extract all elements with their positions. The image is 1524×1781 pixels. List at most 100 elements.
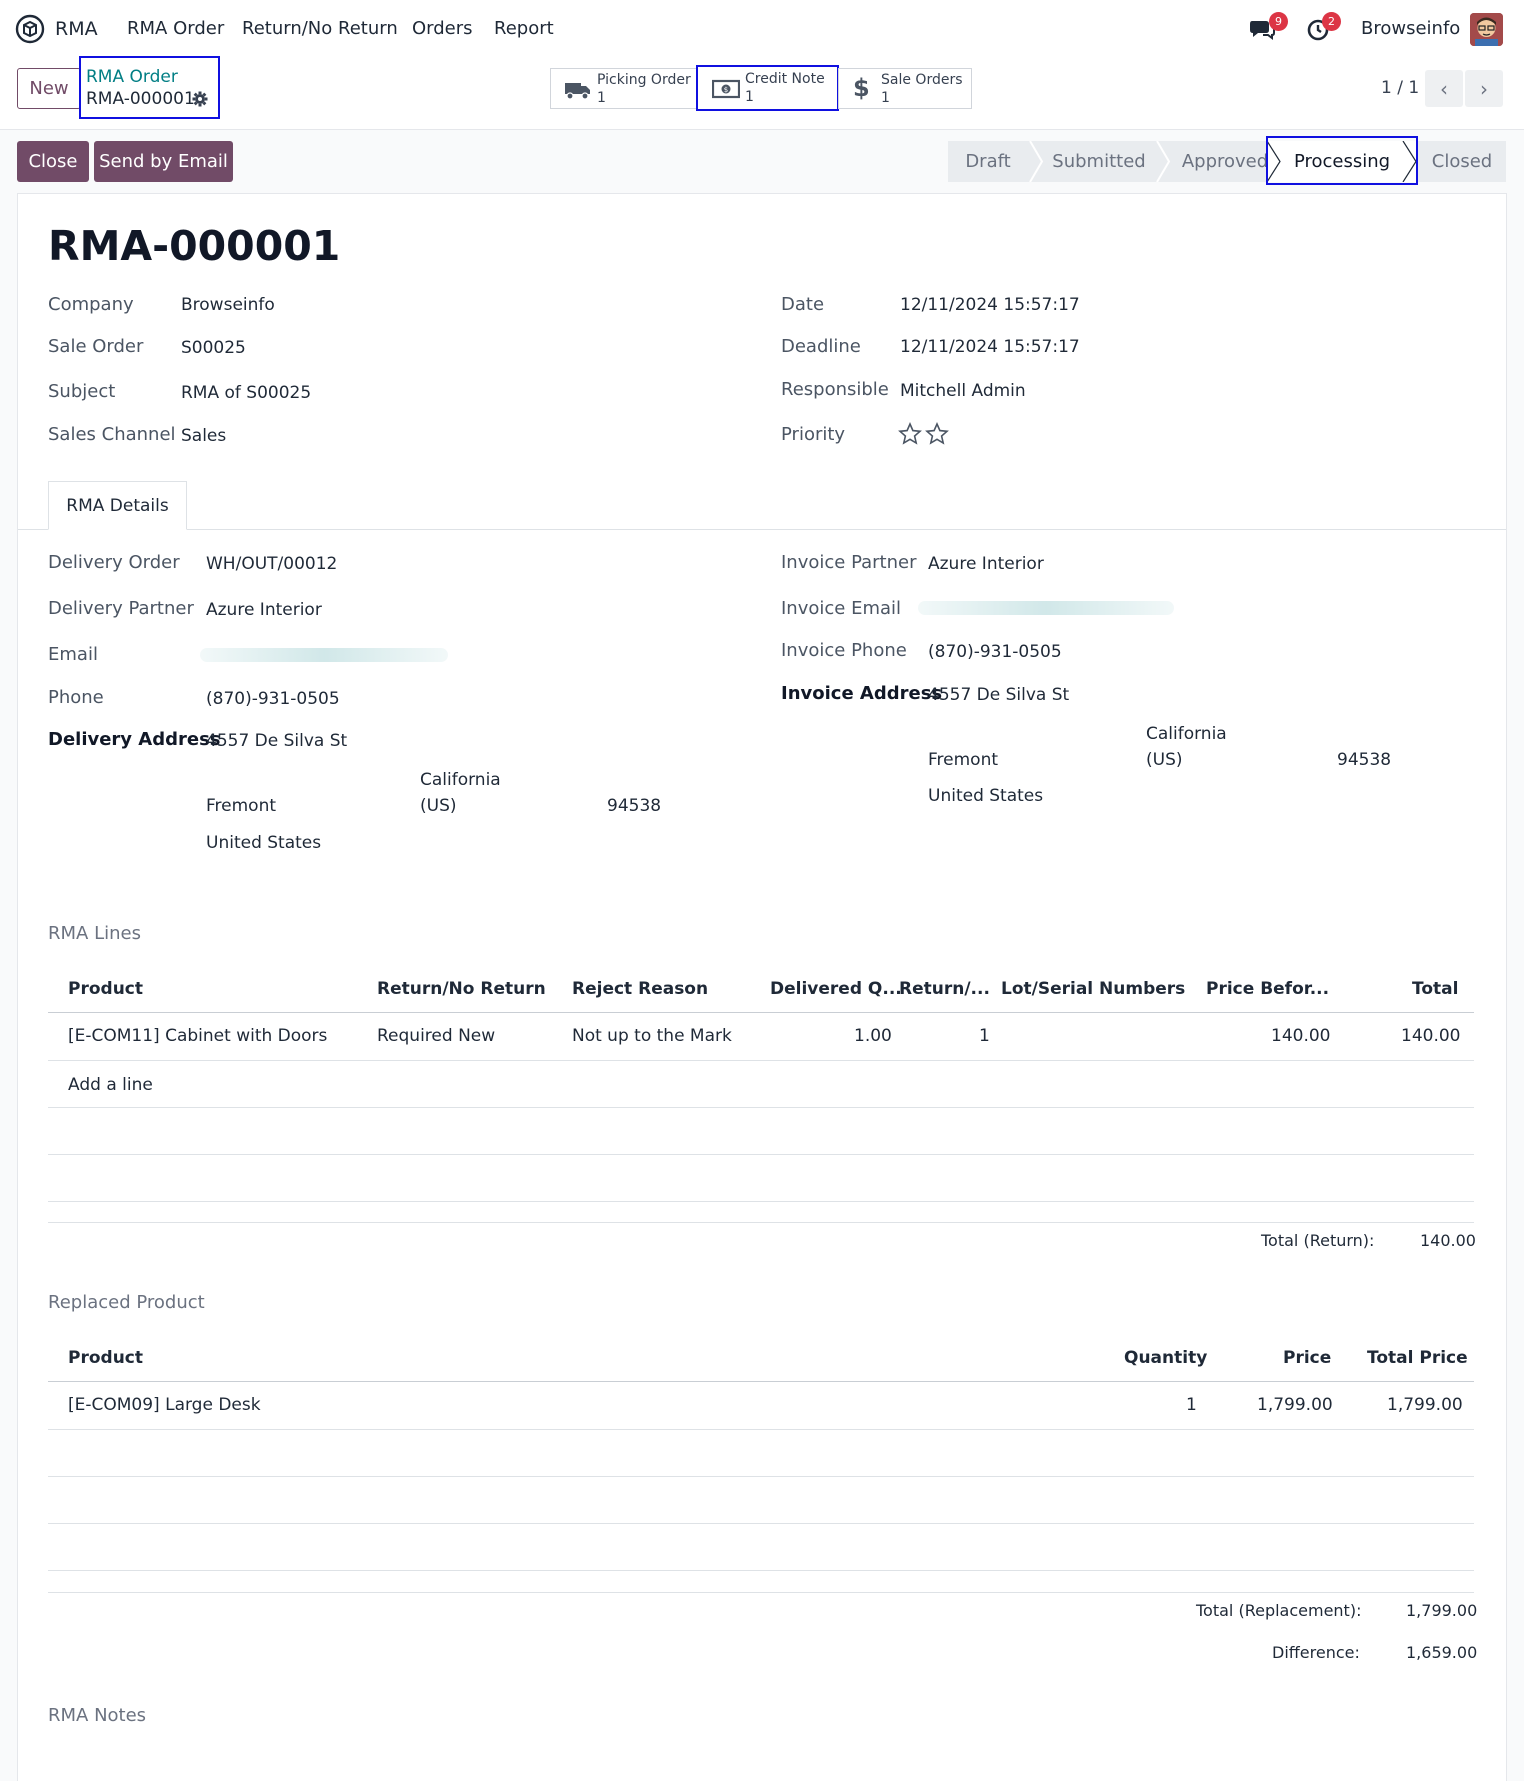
invoice-street[interactable]: 4557 De Silva St xyxy=(928,685,1070,705)
breadcrumb-highlight xyxy=(79,56,220,119)
invoice-state-link[interactable]: California xyxy=(1146,724,1227,744)
difference-label: Difference: xyxy=(1272,1643,1360,1662)
menu-orders[interactable]: Orders xyxy=(412,18,473,39)
total-return-label: Total (Return): xyxy=(1261,1231,1375,1250)
subject-value[interactable]: RMA of S00025 xyxy=(181,383,312,403)
date-value[interactable]: 12/11/2024 15:57:17 xyxy=(900,295,1080,315)
sales-channel-link[interactable]: Sales xyxy=(181,426,227,446)
delivery-street[interactable]: 4557 De Silva St xyxy=(206,731,348,751)
invoice-country-link[interactable]: United States xyxy=(928,786,1044,806)
col-return-qty[interactable]: Return/... xyxy=(899,979,990,999)
responsible-link[interactable]: Mitchell Admin xyxy=(900,381,1026,401)
menu-return-no-return[interactable]: Return/No Return xyxy=(242,18,398,39)
invoice-email-value-redacted[interactable] xyxy=(918,601,1174,615)
delivery-partner-link[interactable]: Azure Interior xyxy=(206,600,322,620)
table-row[interactable]: [E-COM11] Cabinet with Doors Required Ne… xyxy=(48,1013,1474,1060)
col-total[interactable]: Total xyxy=(1412,979,1459,999)
delivery-address-label: Delivery Address xyxy=(48,729,221,750)
line-delivered[interactable]: 1.00 xyxy=(854,1026,892,1046)
delivery-state-code[interactable]: (US) xyxy=(420,796,457,816)
priority-star-icon[interactable] xyxy=(925,422,949,446)
col-product[interactable]: Product xyxy=(68,979,143,999)
record-title: RMA-000001 xyxy=(48,222,341,270)
delivery-city[interactable]: Fremont xyxy=(206,796,277,816)
sale-orders-label: Sale Orders xyxy=(881,72,963,88)
col-quantity[interactable]: Quantity xyxy=(1124,1348,1208,1368)
replaced-qty[interactable]: 1 xyxy=(1186,1395,1197,1415)
row-divider xyxy=(48,1222,1474,1223)
tab-rma-details[interactable]: RMA Details xyxy=(48,481,187,530)
app-name[interactable]: RMA xyxy=(55,18,98,40)
replaced-product-title: Replaced Product xyxy=(48,1292,205,1313)
col-price[interactable]: Price xyxy=(1283,1348,1332,1368)
replaced-total[interactable]: 1,799.00 xyxy=(1387,1395,1463,1415)
pager-previous-button[interactable]: ‹ xyxy=(1425,70,1463,107)
phone-value[interactable]: (870)-931-0505 xyxy=(206,689,340,709)
gear-icon[interactable] xyxy=(192,91,208,107)
credit-note-count: 1 xyxy=(745,89,754,105)
new-button[interactable]: New xyxy=(17,68,81,109)
invoice-phone-value[interactable]: (870)-931-0505 xyxy=(928,642,1062,662)
invoice-state-code[interactable]: (US) xyxy=(1146,750,1183,770)
activities-button[interactable]: 2 xyxy=(1306,12,1341,42)
line-product[interactable]: [E-COM11] Cabinet with Doors xyxy=(68,1026,328,1046)
stage-closed[interactable]: Closed xyxy=(1431,151,1493,172)
menu-rma-order[interactable]: RMA Order xyxy=(127,18,225,39)
add-line-link[interactable]: Add a line xyxy=(68,1075,153,1095)
rma-logo-icon[interactable] xyxy=(14,13,46,45)
line-return[interactable]: Required New xyxy=(377,1026,496,1046)
company-switcher[interactable]: Browseinfo xyxy=(1361,18,1461,39)
delivery-country-link[interactable]: United States xyxy=(206,833,322,853)
deadline-value[interactable]: 12/11/2024 15:57:17 xyxy=(900,337,1080,357)
line-return-qty[interactable]: 1 xyxy=(979,1026,990,1046)
col-total-price[interactable]: Total Price xyxy=(1367,1348,1468,1368)
stage-draft[interactable]: Draft xyxy=(965,151,1011,172)
delivery-state-link[interactable]: California xyxy=(420,770,501,790)
line-total[interactable]: 140.00 xyxy=(1401,1026,1461,1046)
company-value[interactable]: Browseinfo xyxy=(181,295,275,315)
total-replacement-value: 1,799.00 xyxy=(1406,1601,1478,1620)
row-divider xyxy=(48,1429,1474,1430)
col-price-before[interactable]: Price Befor... xyxy=(1206,979,1330,999)
col-reject-reason[interactable]: Reject Reason xyxy=(572,979,709,999)
pager-next-button[interactable]: › xyxy=(1465,70,1503,107)
line-reason[interactable]: Not up to the Mark xyxy=(572,1026,732,1046)
replaced-price[interactable]: 1,799.00 xyxy=(1257,1395,1333,1415)
chevron-left-icon: ‹ xyxy=(1440,76,1448,101)
invoice-partner-link[interactable]: Azure Interior xyxy=(928,554,1044,574)
messages-button[interactable]: 9 xyxy=(1249,12,1288,42)
credit-note-smart-button[interactable]: $ Credit Note 1 xyxy=(698,68,838,109)
sale-orders-smart-button[interactable]: $ Sale Orders 1 xyxy=(838,68,972,109)
invoice-city[interactable]: Fremont xyxy=(928,750,999,770)
col-return[interactable]: Return/No Return xyxy=(377,979,546,999)
row-divider xyxy=(48,1060,1474,1061)
col-delivered-qty[interactable]: Delivered Q... xyxy=(770,979,902,999)
stage-submitted[interactable]: Submitted xyxy=(1052,151,1146,172)
row-divider xyxy=(48,1201,1474,1202)
invoice-zip[interactable]: 94538 xyxy=(1337,750,1392,770)
breadcrumb-parent-link[interactable]: RMA Order xyxy=(86,67,178,87)
stage-processing[interactable]: Processing xyxy=(1266,141,1418,182)
table-row[interactable]: [E-COM09] Large Desk 1 1,799.00 1,799.00 xyxy=(48,1382,1474,1429)
menu-report[interactable]: Report xyxy=(494,18,554,39)
col-lot-serial[interactable]: Lot/Serial Numbers xyxy=(1001,979,1186,999)
priority-star-icon[interactable] xyxy=(898,422,922,446)
stage-approved[interactable]: Approved xyxy=(1181,151,1269,172)
rma-notes-title: RMA Notes xyxy=(48,1705,147,1726)
sale-order-link[interactable]: S00025 xyxy=(181,338,246,358)
picking-order-smart-button[interactable]: Picking Order 1 xyxy=(550,68,698,109)
delivery-zip[interactable]: 94538 xyxy=(607,796,662,816)
email-value-redacted[interactable] xyxy=(200,648,448,662)
breadcrumb-current: RMA-000001 xyxy=(86,89,195,109)
pager-value[interactable]: 1 / 1 xyxy=(1381,78,1420,98)
invoice-email-label: Invoice Email xyxy=(781,598,902,619)
col-replaced-product[interactable]: Product xyxy=(68,1348,143,1368)
stage-arrow-left xyxy=(1266,141,1281,182)
avatar[interactable] xyxy=(1470,13,1503,46)
replaced-product[interactable]: [E-COM09] Large Desk xyxy=(68,1395,261,1415)
invoice-address-label: Invoice Address xyxy=(781,683,943,704)
delivery-order-link[interactable]: WH/OUT/00012 xyxy=(206,554,338,574)
close-button[interactable]: Close xyxy=(17,141,89,182)
line-price[interactable]: 140.00 xyxy=(1271,1026,1331,1046)
send-by-email-button[interactable]: Send by Email xyxy=(94,141,233,182)
